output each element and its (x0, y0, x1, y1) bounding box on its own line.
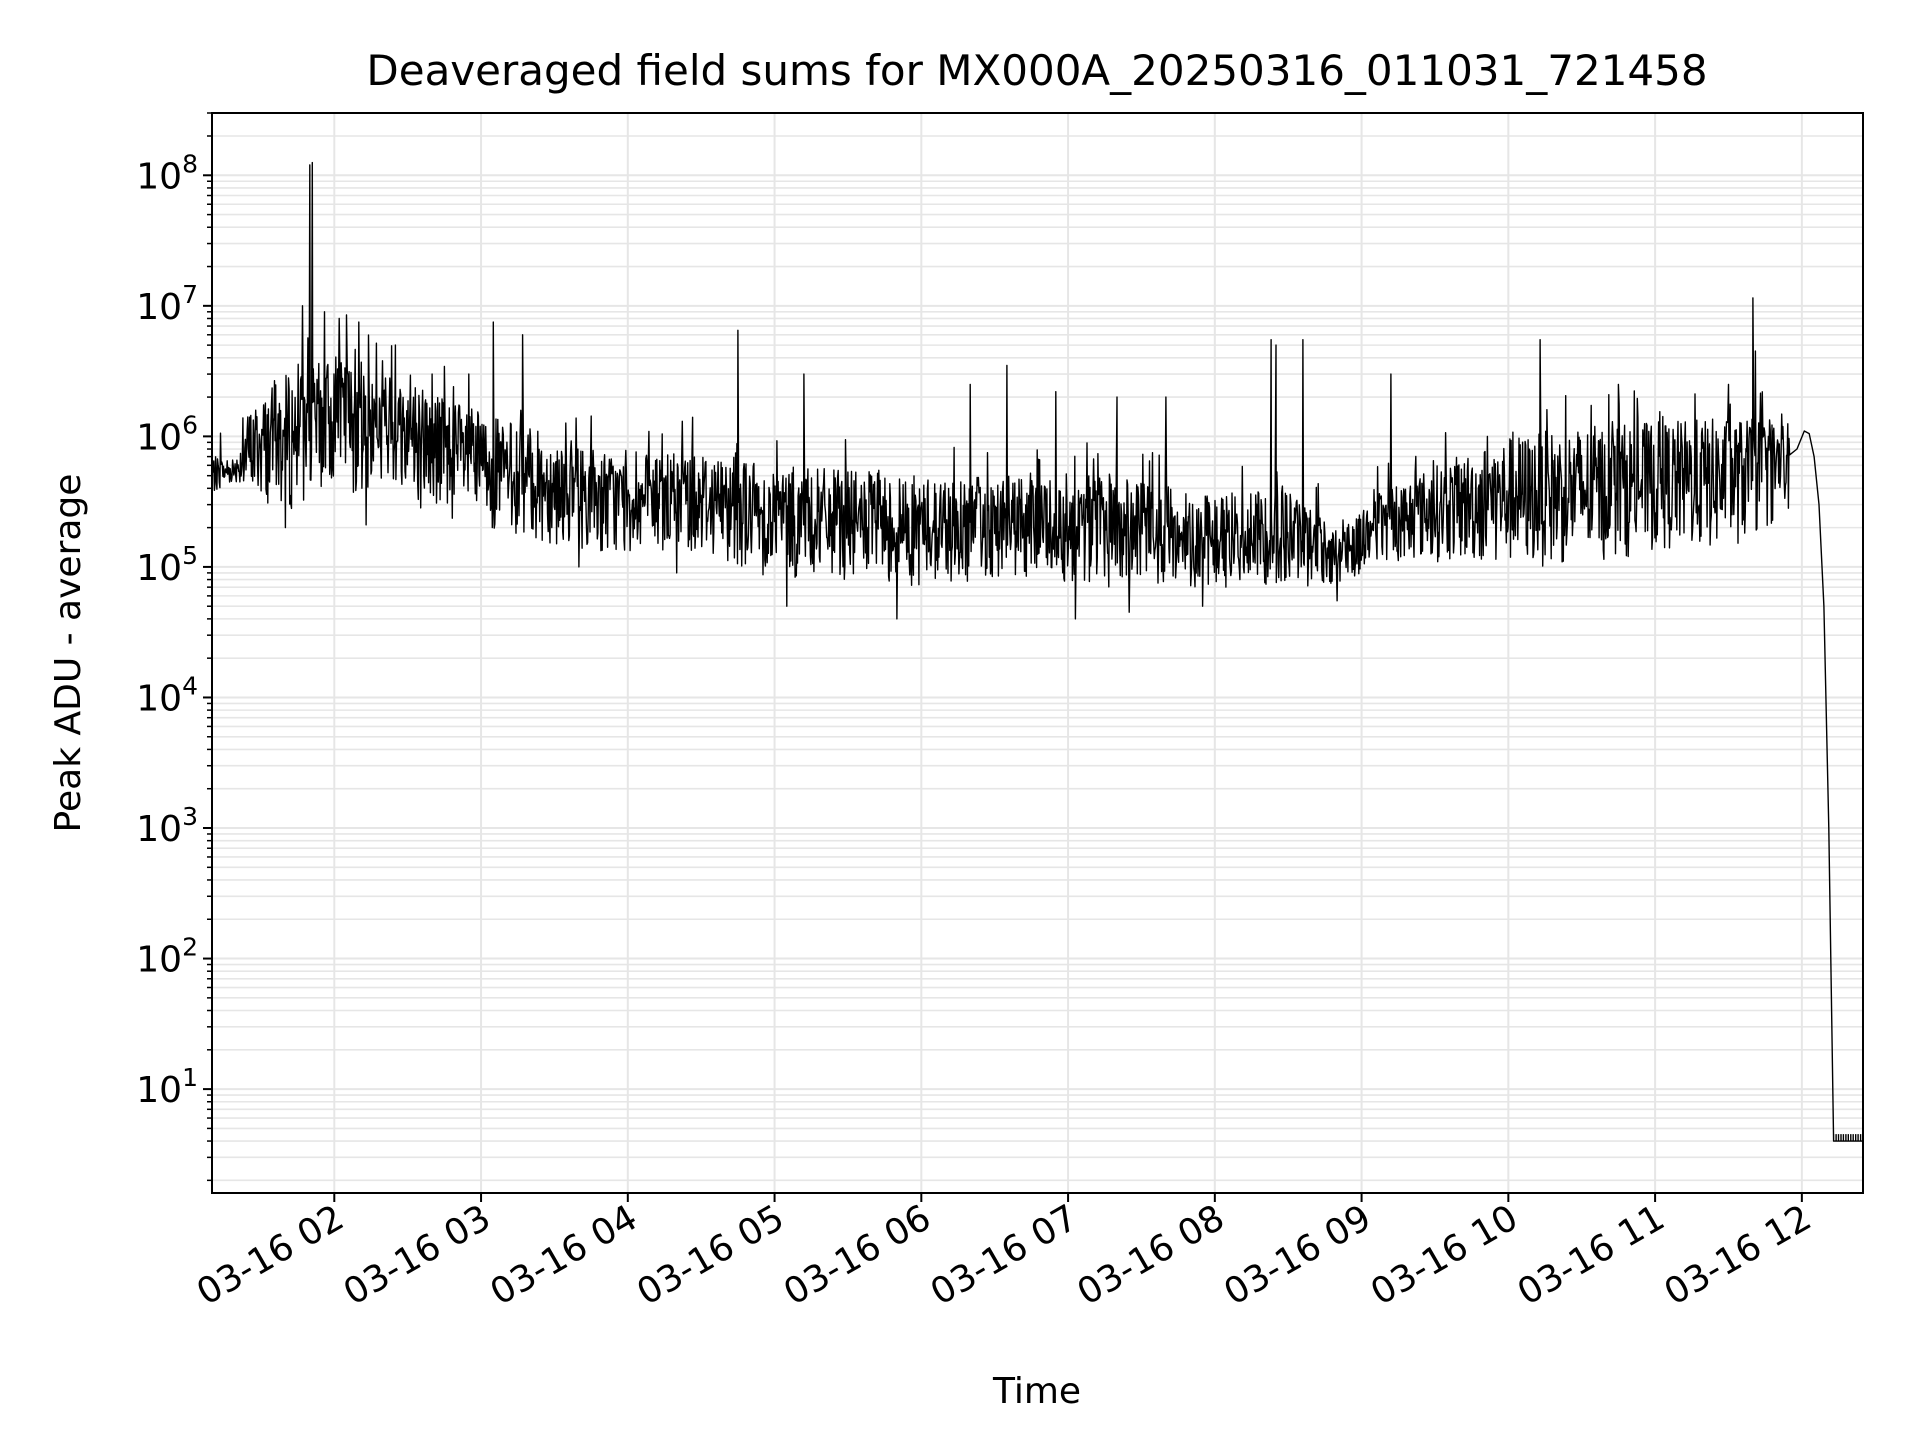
y-tick-label: 101 (136, 1063, 198, 1111)
chart-title: Deaveraged field sums for MX000A_2025031… (366, 46, 1707, 95)
plot-frame (211, 112, 1864, 1194)
y-tick-label: 102 (136, 933, 198, 981)
y-tick-label: 104 (136, 671, 198, 719)
y-tick-label: 106 (136, 410, 198, 458)
x-axis-label: Time (992, 1371, 1081, 1412)
y-tick-label: 107 (136, 280, 198, 328)
y-tick-label: 108 (136, 149, 198, 197)
series-line (211, 161, 1863, 1142)
y-tick-label: 103 (136, 802, 198, 850)
y-tick-label: 105 (136, 541, 198, 589)
y-axis-label: Peak ADU - average (48, 474, 89, 833)
